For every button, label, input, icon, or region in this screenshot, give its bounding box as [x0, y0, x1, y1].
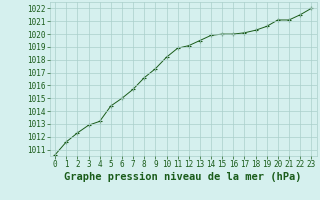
X-axis label: Graphe pression niveau de la mer (hPa): Graphe pression niveau de la mer (hPa) [64, 172, 302, 182]
